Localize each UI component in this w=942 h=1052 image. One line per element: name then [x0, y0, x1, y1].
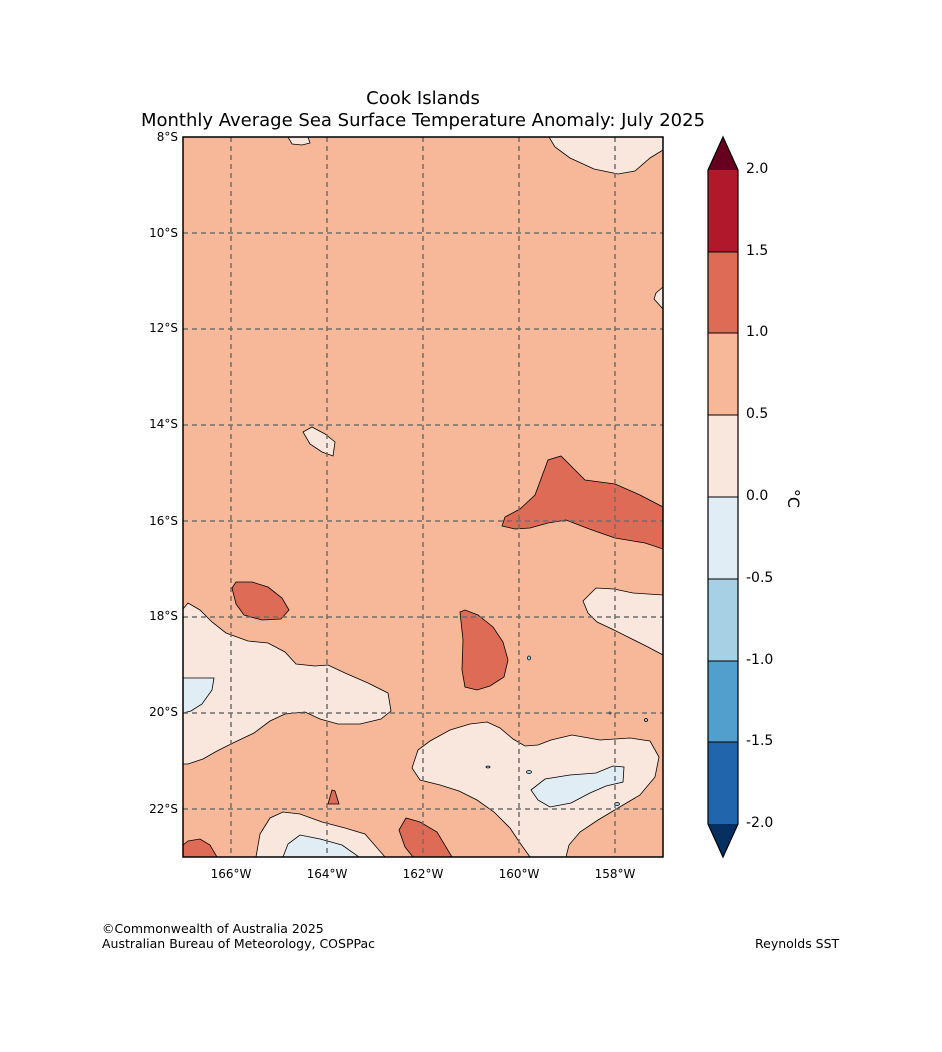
lon-tick: 158°W: [594, 867, 636, 881]
colorbar-band-0.5-1.0: [708, 333, 738, 415]
colorbar-tick: -1.0: [746, 652, 774, 668]
lat-tick: 14°S: [149, 417, 178, 431]
colorbar-unit-label: °C: [784, 488, 804, 509]
anomaly-region-light: [582, 587, 663, 656]
data-source-text: Reynolds SST: [755, 936, 840, 951]
colorbar-band-neg1.5-neg1.0: [708, 661, 738, 742]
colorbar-tick: -1.5: [746, 733, 774, 749]
anomaly-region-light: [653, 286, 663, 310]
colorbar-outline: [707, 135, 739, 859]
map-subtitle: Monthly Average Sea Surface Temperature …: [140, 110, 706, 131]
anomaly-region-warm: [231, 581, 290, 621]
lon-tick: 164°W: [306, 867, 348, 881]
anomaly-region-light: [302, 426, 336, 457]
anomaly-region-warm: [459, 609, 509, 691]
lat-tick: 18°S: [149, 609, 178, 623]
organization-text: Australian Bureau of Meteorology, COSPPa…: [102, 936, 375, 951]
anomaly-region-warm: [501, 455, 663, 550]
anomaly-region-light: [183, 602, 392, 765]
colorbar-band-neg1.0-neg0.5: [708, 579, 738, 661]
colorbar-band-1.5-2.0: [708, 170, 738, 252]
lat-tick: 20°S: [149, 705, 178, 719]
lat-tick: 8°S: [156, 130, 178, 144]
anomaly-region-light: [548, 137, 663, 175]
lon-tick: 160°W: [498, 867, 540, 881]
copyright-text: ©Commonwealth of Australia 2025: [102, 921, 324, 936]
anomaly-region-warm: [183, 838, 218, 857]
map-title: Cook Islands: [366, 88, 480, 109]
colorbar-tick: 2.0: [746, 161, 769, 177]
colorbar-tick: 0.0: [746, 488, 769, 504]
colorbar-tick: 0.5: [746, 406, 769, 422]
anomaly-region-cool: [282, 834, 360, 857]
anomaly-region-cool: [530, 765, 625, 808]
lat-tick: 10°S: [149, 226, 178, 240]
colorbar-band-1.0-1.5: [708, 252, 738, 333]
lon-tick: 162°W: [402, 867, 444, 881]
colorbar-extend-bottom: [708, 824, 738, 857]
colorbar-tick: -0.5: [746, 570, 774, 586]
colorbar: [707, 135, 739, 859]
colorbar-band-neg2.0-neg1.5: [708, 742, 738, 824]
colorbar-band-neg0.5-0.0: [708, 497, 738, 579]
lon-tick: 166°W: [210, 867, 252, 881]
anomaly-region-warm: [398, 817, 453, 857]
colorbar-band-0.0-0.5: [708, 415, 738, 497]
anomaly-region-cool: [183, 677, 215, 714]
lat-tick: 22°S: [149, 802, 178, 816]
colorbar-extend-top: [708, 137, 738, 170]
colorbar-tick: -2.0: [746, 815, 774, 831]
map-frame: [182, 136, 664, 858]
lat-tick: 16°S: [149, 514, 178, 528]
anomaly-region-warm: [327, 789, 340, 805]
anomaly-region-light: [287, 137, 311, 146]
lat-tick: 12°S: [149, 321, 178, 335]
colorbar-tick: 1.5: [746, 243, 769, 259]
colorbar-tick: 1.0: [746, 324, 769, 340]
